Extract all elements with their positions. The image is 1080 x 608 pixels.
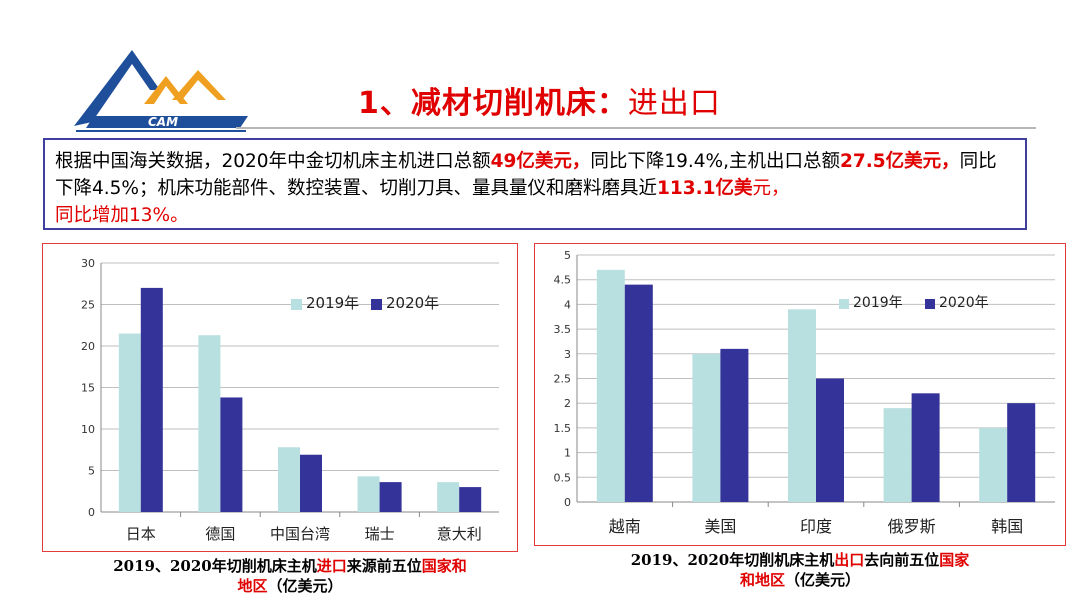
y-tick-label: 5 (564, 249, 571, 262)
summary-text-1: 根据中国海关数据，2020年中金切机床主机进口总额 (55, 151, 491, 172)
import-chart-caption: 2019、2020年切削机床主机进口来源前五位国家和地区（亿美元） (80, 556, 500, 596)
summary-growth: 同比增加13%。 (55, 205, 189, 226)
legend-label: 2020年 (386, 294, 439, 312)
bar-2020年-印度 (816, 378, 844, 502)
bar-2019年-德国 (198, 335, 221, 512)
y-tick-label: 3.5 (554, 323, 572, 336)
y-tick-label: 0.5 (554, 471, 572, 484)
bar-2019年-美国 (692, 353, 721, 502)
bar-2020年-日本 (140, 287, 163, 512)
caption-highlight: 进口 (316, 557, 347, 575)
x-category-label: 德国 (205, 525, 235, 543)
export-chart: 0 0.5 1 1.5 2 2.5 3 3.5 4 4.5 5 越南 美国 印度 俄罗斯 韩国 2019年 202… (534, 243, 1066, 546)
bar-2020年-意大利 (459, 487, 482, 512)
legend-swatch (925, 299, 935, 309)
y-tick-label: 30 (81, 257, 95, 270)
summary-highlight-import: 49亿美元， (490, 151, 591, 172)
legend-label: 2019年 (306, 294, 359, 312)
x-category-label: 韩国 (991, 517, 1023, 536)
y-tick-label: 4.5 (554, 274, 572, 287)
legend-label: 2019年 (853, 295, 903, 311)
summary-box: 根据中国海关数据，2020年中金切机床主机进口总额49亿美元，同比下降19.4%… (43, 138, 1027, 230)
y-tick-label: 0 (564, 496, 571, 509)
caption-highlight: 国家 (939, 551, 970, 569)
bar-2020年-德国 (220, 397, 243, 512)
legend-swatch (839, 299, 849, 309)
x-category-label: 印度 (800, 517, 832, 536)
title-main: 减材切削机床 (410, 86, 597, 121)
y-tick-label: 15 (81, 382, 95, 395)
bar-2020年-瑞士 (379, 482, 402, 512)
y-tick-label: 2 (564, 397, 571, 410)
x-category-label: 中国台湾 (270, 525, 330, 543)
bar-2019年-俄罗斯 (883, 408, 912, 502)
bar-2020年-中国台湾 (300, 454, 322, 512)
caption-text: 2019、2020年切削机床主机 (630, 551, 835, 569)
y-tick-label: 2.5 (554, 373, 572, 386)
caption-highlight: 出口 (834, 551, 865, 569)
title-sep: ： (596, 86, 628, 121)
y-tick-label: 1.5 (554, 422, 572, 435)
header-divider (236, 127, 1036, 129)
summary-text-2: 同比下降19.4%,主机出口总额 (590, 151, 840, 172)
y-tick-label: 25 (81, 299, 95, 312)
bar-2019年-日本 (118, 333, 141, 512)
x-category-label: 日本 (126, 525, 156, 543)
summary-highlight-parts: 113.1亿美 (657, 178, 753, 199)
bar-2019年-意大利 (437, 482, 460, 512)
y-tick-label: 3 (564, 348, 571, 361)
bar-2019年-越南 (596, 269, 625, 502)
summary-highlight-export: 27.5亿美元， (840, 151, 960, 172)
bar-2019年-瑞士 (357, 476, 380, 512)
caption-highlight: 地区 (237, 577, 268, 595)
y-tick-label: 0 (88, 506, 95, 519)
caption-unit: （亿美元） (785, 571, 861, 589)
bar-2019年-中国台湾 (278, 447, 300, 512)
x-category-label: 美国 (704, 517, 736, 536)
title-rest: 进出口 (627, 86, 721, 121)
y-tick-label: 10 (81, 423, 95, 436)
y-tick-label: 1 (564, 447, 571, 460)
legend-label: 2020年 (939, 295, 989, 311)
y-tick-label: 20 (81, 340, 95, 353)
cam-logo: CAM (70, 44, 250, 136)
caption-highlight: 和地区 (739, 571, 785, 589)
summary-text-4: 元， (752, 178, 790, 199)
bar-2019年-韩国 (979, 427, 1008, 502)
bar-2020年-俄罗斯 (911, 393, 940, 502)
bar-2019年-印度 (788, 309, 816, 502)
import-chart: 0 5 10 15 20 25 30 日本 德国 中国台湾 瑞士 意大利 2019年 2020年 (42, 243, 518, 552)
x-category-label: 意大利 (437, 525, 482, 543)
import-chart-svg: 0 5 10 15 20 25 30 日本 德国 中国台湾 瑞士 意大利 2019年 2020年 (81, 257, 499, 543)
x-category-label: 瑞士 (365, 525, 395, 543)
summary-text-3: 同比下降4.5%；机床功能部件、数控装置、切削刀具、量具量仪和磨料磨具近 (55, 151, 997, 199)
bar-2020年-美国 (720, 348, 749, 502)
page-title: 1、减材切削机床：进出口 (358, 78, 721, 122)
export-chart-caption: 2019、2020年切削机床主机出口去向前五位国家和地区（亿美元） (585, 550, 1015, 590)
caption-highlight: 国家和 (421, 557, 467, 575)
bar-2020年-韩国 (1007, 403, 1036, 502)
logo-text: CAM (148, 115, 178, 129)
x-category-label: 越南 (609, 517, 641, 536)
legend-swatch (371, 299, 382, 310)
caption-text: 来源前五位 (346, 557, 422, 575)
y-tick-label: 5 (88, 465, 95, 478)
bar-2020年-越南 (624, 284, 653, 502)
legend-swatch (291, 299, 302, 310)
export-chart-svg: 0 0.5 1 1.5 2 2.5 3 3.5 4 4.5 5 越南 美国 印度 俄罗斯 韩国 2019年 202… (554, 249, 1055, 536)
caption-text: 去向前五位 (864, 551, 940, 569)
caption-text: 2019、2020年切削机床主机 (113, 557, 317, 575)
caption-unit: （亿美元） (267, 577, 343, 595)
title-number: 1、 (358, 86, 411, 121)
x-category-label: 俄罗斯 (888, 517, 936, 536)
y-tick-label: 4 (564, 298, 571, 311)
